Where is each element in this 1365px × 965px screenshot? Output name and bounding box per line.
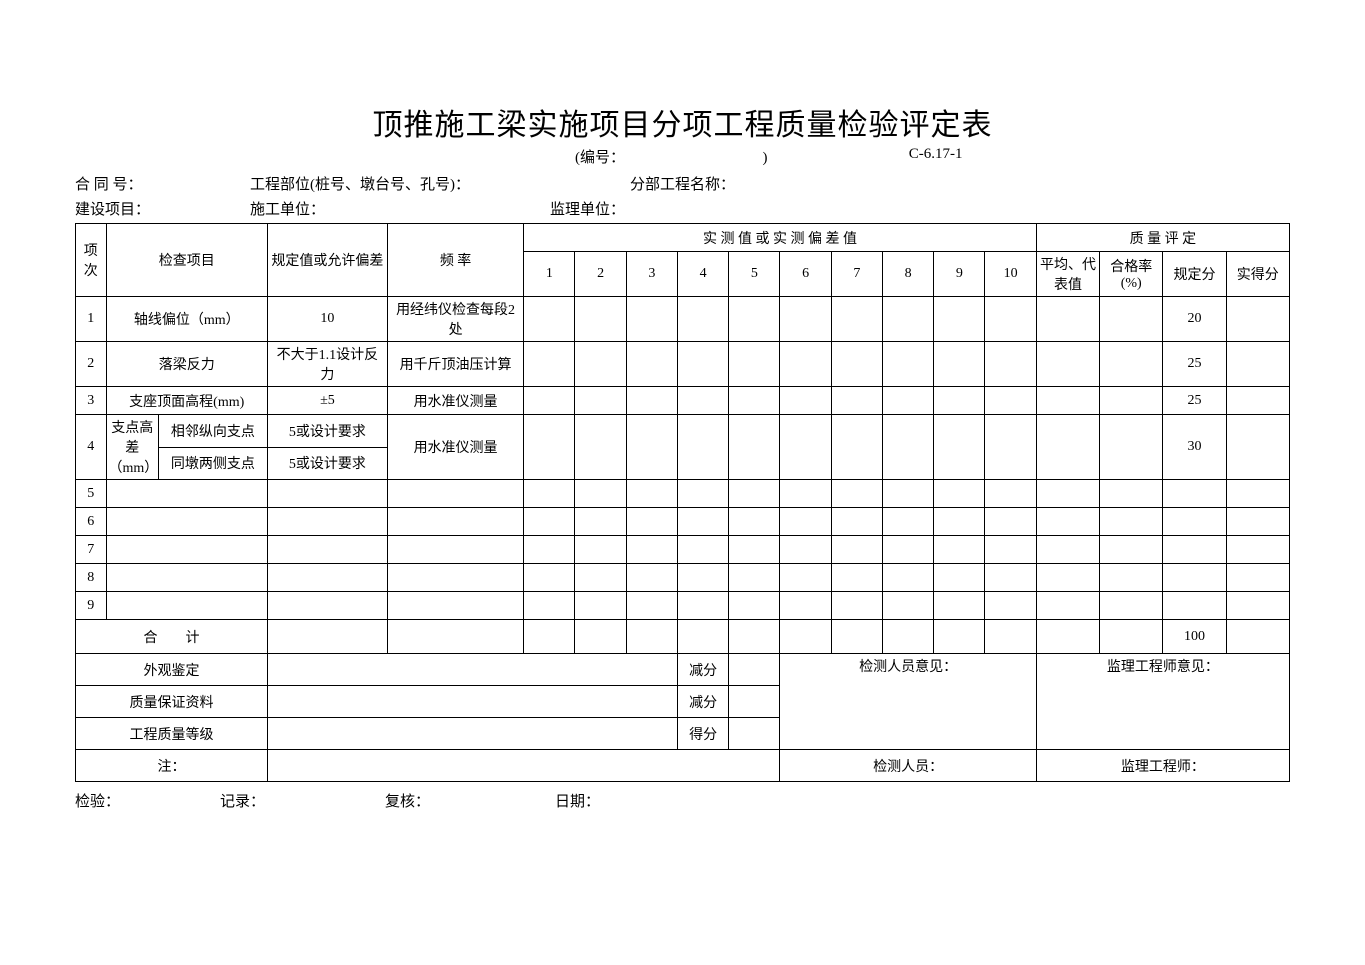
cell-idx: 4 [76, 415, 107, 480]
table-row: 1 轴线偏位（mm） 10 用经纬仪检查每段2处 20 [76, 297, 1290, 342]
total-row: 合 计 100 [76, 620, 1290, 654]
cell-freq: 用经纬仪检查每段2处 [387, 297, 523, 342]
supervisor-label: 监理工程师： [1036, 750, 1289, 782]
subproject-name-label: 分部工程名称： [630, 173, 1290, 194]
cell-item-sub: 同墩两侧支点 [158, 447, 267, 480]
table-row: 6 [76, 508, 1290, 536]
total-score: 100 [1163, 620, 1226, 654]
h-m4: 4 [677, 252, 728, 297]
table-row: 9 [76, 592, 1290, 620]
cell-idx: 1 [76, 297, 107, 342]
table-row: 4 支点高差（mm） 相邻纵向支点 5或设计要求 用水准仪测量 30 [76, 415, 1290, 448]
h-rate: 合格率(%) [1100, 252, 1163, 297]
footer-row: 检验： 记录： 复核： 日期： [75, 790, 1290, 811]
appearance-label: 外观鉴定 [76, 654, 268, 686]
cell-score: 20 [1163, 297, 1226, 342]
cell-score: 25 [1163, 342, 1226, 387]
cell-std: 10 [267, 297, 387, 342]
project-part-label: 工程部位(桩号、墩台号、孔号)： [250, 173, 630, 194]
score-label: 得分 [677, 718, 728, 750]
cell-freq: 用水准仪测量 [387, 415, 523, 480]
serial-suffix: ) [763, 150, 768, 166]
page-title: 顶推施工梁实施项目分项工程质量检验评定表 [75, 100, 1290, 144]
h-actual: 实得分 [1226, 252, 1289, 297]
cell-item: 轴线偏位（mm） [106, 297, 267, 342]
table-row: 7 [76, 536, 1290, 564]
footer-inspect: 检验： [75, 790, 220, 811]
cell-idx: 3 [76, 387, 107, 415]
h-quality: 质 量 评 定 [1036, 224, 1289, 252]
deduct-label: 减分 [677, 654, 728, 686]
h-idx: 项次 [76, 224, 107, 297]
supervision-unit-label: 监理单位： [550, 198, 1290, 219]
table-row: 2 落梁反力 不大于1.1设计反力 用千斤顶油压计算 25 [76, 342, 1290, 387]
cell-idx: 8 [76, 564, 107, 592]
cell-item-sub: 相邻纵向支点 [158, 415, 267, 448]
note-label: 注： [76, 750, 268, 782]
h-m6: 6 [780, 252, 831, 297]
cell-item: 支座顶面高程(mm) [106, 387, 267, 415]
deduct-label: 减分 [677, 686, 728, 718]
meta-row-1: 合 同 号： 工程部位(桩号、墩台号、孔号)： 分部工程名称： [75, 173, 1290, 194]
h-m1: 1 [524, 252, 575, 297]
h-avg: 平均、代表值 [1036, 252, 1099, 297]
note-row: 注： 检测人员： 监理工程师： [76, 750, 1290, 782]
total-label: 合 计 [76, 620, 268, 654]
h-m2: 2 [575, 252, 626, 297]
header-row-1: 项次 检查项目 规定值或允许偏差 频 率 实 测 值 或 实 测 偏 差 值 质… [76, 224, 1290, 252]
contract-no-label: 合 同 号： [75, 173, 250, 194]
table-row: 5 [76, 480, 1290, 508]
cell-score: 30 [1163, 415, 1226, 480]
cell-freq: 用千斤顶油压计算 [387, 342, 523, 387]
page: 顶推施工梁实施项目分项工程质量检验评定表 (编号： ) C-6.17-1 合 同… [0, 0, 1365, 965]
cell-idx: 7 [76, 536, 107, 564]
table-row: 8 [76, 564, 1290, 592]
construction-unit-label: 施工单位： [250, 198, 550, 219]
form-code: C-6.17-1 [909, 146, 963, 162]
cell-std: ±5 [267, 387, 387, 415]
footer-review: 复核： [385, 790, 555, 811]
h-standard: 规定值或允许偏差 [267, 224, 387, 297]
h-m9: 9 [934, 252, 985, 297]
serial-prefix: (编号： [575, 150, 625, 166]
appearance-row: 外观鉴定 减分 检测人员意见： 监理工程师意见： [76, 654, 1290, 686]
cell-item: 落梁反力 [106, 342, 267, 387]
h-frequency: 频 率 [387, 224, 523, 297]
cell-std: 不大于1.1设计反力 [267, 342, 387, 387]
h-m7: 7 [831, 252, 882, 297]
cell-score: 25 [1163, 387, 1226, 415]
cell-idx: 6 [76, 508, 107, 536]
meta-row-2: 建设项目： 施工单位： 监理单位： [75, 198, 1290, 219]
inspector-opinion-label: 检测人员意见： [780, 654, 1036, 750]
h-item: 检查项目 [106, 224, 267, 297]
h-m8: 8 [882, 252, 933, 297]
main-table: 项次 检查项目 规定值或允许偏差 频 率 实 测 值 或 实 测 偏 差 值 质… [75, 223, 1290, 782]
cell-std: 5或设计要求 [267, 415, 387, 448]
h-m10: 10 [985, 252, 1036, 297]
construction-project-label: 建设项目： [75, 198, 250, 219]
h-m3: 3 [626, 252, 677, 297]
cell-idx: 9 [76, 592, 107, 620]
cell-idx: 2 [76, 342, 107, 387]
quality-grade-label: 工程质量等级 [76, 718, 268, 750]
footer-record: 记录： [220, 790, 385, 811]
h-score: 规定分 [1163, 252, 1226, 297]
cell-item-group: 支点高差（mm） [106, 415, 158, 480]
supervisor-opinion-label: 监理工程师意见： [1036, 654, 1289, 750]
cell-freq: 用水准仪测量 [387, 387, 523, 415]
subtitle-row: (编号： ) C-6.17-1 [75, 146, 1290, 167]
inspector-label: 检测人员： [780, 750, 1036, 782]
quality-data-label: 质量保证资料 [76, 686, 268, 718]
cell-idx: 5 [76, 480, 107, 508]
h-measured: 实 测 值 或 实 测 偏 差 值 [524, 224, 1037, 252]
cell-std: 5或设计要求 [267, 447, 387, 480]
table-row: 3 支座顶面高程(mm) ±5 用水准仪测量 25 [76, 387, 1290, 415]
h-m5: 5 [729, 252, 780, 297]
footer-date: 日期： [555, 790, 1290, 811]
